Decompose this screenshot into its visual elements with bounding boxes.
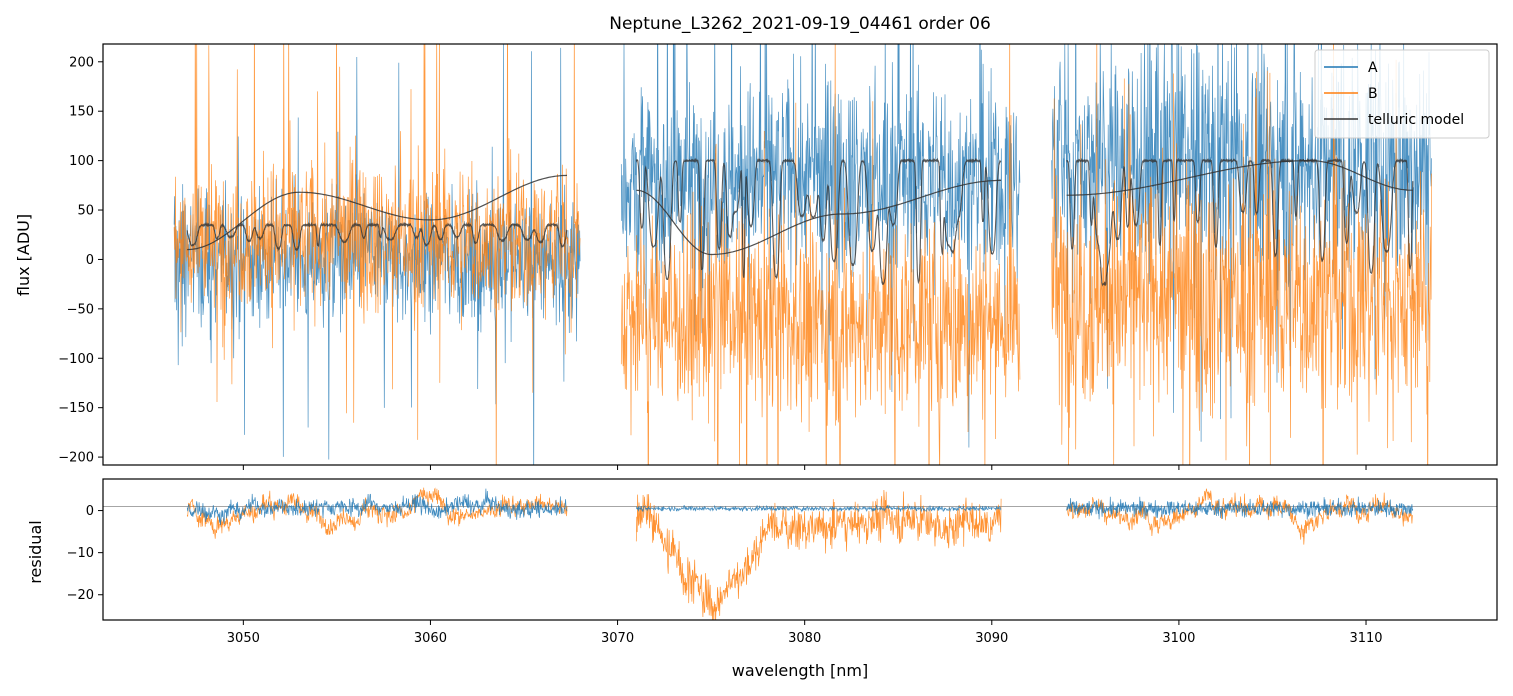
- flux-trace-b-segment-1: [173, 44, 581, 465]
- x-tick-label: 3050: [227, 631, 260, 646]
- flux-trace-b-segment-2: [620, 44, 1021, 465]
- x-tick-label: 3090: [975, 631, 1008, 646]
- telluric-continuum-segment-3: [1066, 160, 1413, 196]
- residual-axes-frame: [102, 478, 1498, 621]
- flux-axis-ticks: −200 −150 −100 −50 0 50 100 150 200: [58, 55, 1367, 470]
- residual-y-axis-label: residual: [26, 520, 45, 583]
- flux-axes-frame: [102, 43, 1498, 466]
- legend-box: [1314, 49, 1490, 139]
- legend-label-telluric: telluric model: [1368, 112, 1464, 128]
- flux-y-axis-label: flux [ADU]: [14, 214, 33, 296]
- flux-y-tick-label: 150: [69, 105, 94, 120]
- flux-plot-area: [173, 44, 1432, 465]
- residual-trace-b-segment-2: [635, 489, 1002, 620]
- x-axis-label: wavelength [nm]: [732, 661, 869, 680]
- residual-y-tick-label: −10: [67, 546, 94, 561]
- residual-trace-b-segment-3: [1066, 488, 1414, 545]
- telluric-model-segment-2: [635, 157, 1002, 285]
- flux-trace-a-segment-2: [620, 44, 1021, 448]
- legend-label-a: A: [1368, 60, 1378, 76]
- x-tick-label: 3070: [601, 631, 634, 646]
- x-tick-label: 3080: [788, 631, 821, 646]
- residual-y-tick-label: −20: [67, 588, 94, 603]
- flux-y-tick-label: 0: [86, 253, 94, 268]
- residual-y-tick-label: 0: [86, 504, 94, 519]
- x-tick-label: 3110: [1349, 631, 1382, 646]
- flux-y-tick-label: 100: [69, 154, 94, 169]
- residual-trace-a-segment-1: [186, 488, 568, 526]
- flux-y-tick-label: −150: [58, 401, 94, 416]
- residual-panel: 3050 3060 3070 3080 3090 3100 3110 −20 −10 0 resi…: [26, 478, 1498, 680]
- telluric-model-segment-3: [1066, 157, 1414, 287]
- flux-panel: −200 −150 −100 −50 0 50 100 150 200 flux [ADU]: [14, 43, 1498, 470]
- residual-trace-a-segment-2: [635, 504, 1002, 513]
- flux-y-tick-label: −50: [67, 302, 94, 317]
- flux-y-tick-label: −100: [58, 352, 94, 367]
- chart-title: Neptune_L3262_2021-09-19_04461 order 06: [609, 14, 991, 34]
- flux-y-tick-label: −200: [58, 451, 94, 466]
- telluric-continuum-segment-1: [187, 174, 568, 251]
- legend-label-b: B: [1368, 86, 1378, 102]
- x-tick-label: 3100: [1162, 631, 1195, 646]
- x-tick-label: 3060: [414, 631, 447, 646]
- legend: A B telluric model: [1314, 49, 1490, 139]
- flux-y-tick-label: 50: [77, 204, 94, 219]
- telluric-model-segment-1: [186, 221, 568, 251]
- residual-plot-area: [103, 487, 1497, 620]
- residual-trace-a-segment-3: [1066, 496, 1414, 520]
- residual-axis-ticks: 3050 3060 3070 3080 3090 3100 3110 −20 −10 0: [67, 504, 1383, 646]
- flux-y-tick-label: 200: [69, 55, 94, 70]
